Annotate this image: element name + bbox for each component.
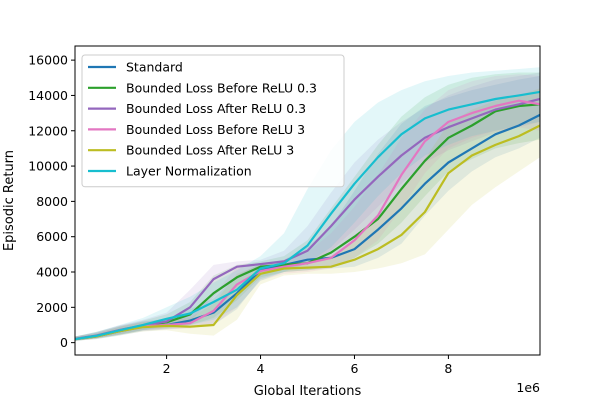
y-tick-label: 0	[60, 335, 68, 350]
y-tick-label: 8000	[36, 194, 68, 209]
plot-frame	[74, 45, 541, 356]
x-tick-label: 2	[163, 361, 171, 376]
y-tick-label: 12000	[28, 123, 68, 138]
y-axis-label: Episodic Return	[2, 150, 17, 251]
band-layer-normalization	[75, 67, 540, 341]
legend-entry: Layer Normalization	[126, 164, 252, 179]
legend-entry: Bounded Loss After ReLU 3	[126, 143, 294, 158]
line-layer-normalization	[75, 90, 540, 341]
x-tick-label: 4	[257, 361, 265, 376]
x-tick-label: 8	[444, 361, 452, 376]
x-tick-label: 6	[350, 361, 358, 376]
legend-entry: Standard	[126, 60, 183, 75]
legend: Standard Bounded Loss Before ReLU 0.3 Boun…	[81, 54, 345, 188]
legend-entry: Bounded Loss After ReLU 0.3	[126, 101, 306, 116]
y-tick-label: 10000	[28, 159, 68, 174]
y-tick-label: 4000	[36, 265, 68, 280]
y-tick-label: 2000	[36, 300, 68, 315]
legend-entry: Bounded Loss Before ReLU 0.3	[126, 80, 317, 95]
series-lines	[75, 90, 540, 341]
x-axis-offset-label: 1e6	[516, 380, 540, 395]
x-axis-label: Global Iterations	[254, 384, 362, 399]
x-axis-ticks: 2 4 6 8	[163, 355, 452, 376]
legend-entry: Bounded Loss Before ReLU 3	[126, 122, 305, 137]
y-tick-label: 6000	[36, 229, 68, 244]
y-axis-ticks: 0 2000 4000 6000 8000 10000 12000 14000 16000	[28, 53, 75, 350]
line-bounded-loss-after-relu-3	[75, 124, 540, 341]
band-bounded-loss-before-relu-3	[75, 74, 540, 341]
y-tick-label: 14000	[28, 88, 68, 103]
legend-box	[81, 54, 345, 188]
y-tick-label: 16000	[28, 53, 68, 68]
